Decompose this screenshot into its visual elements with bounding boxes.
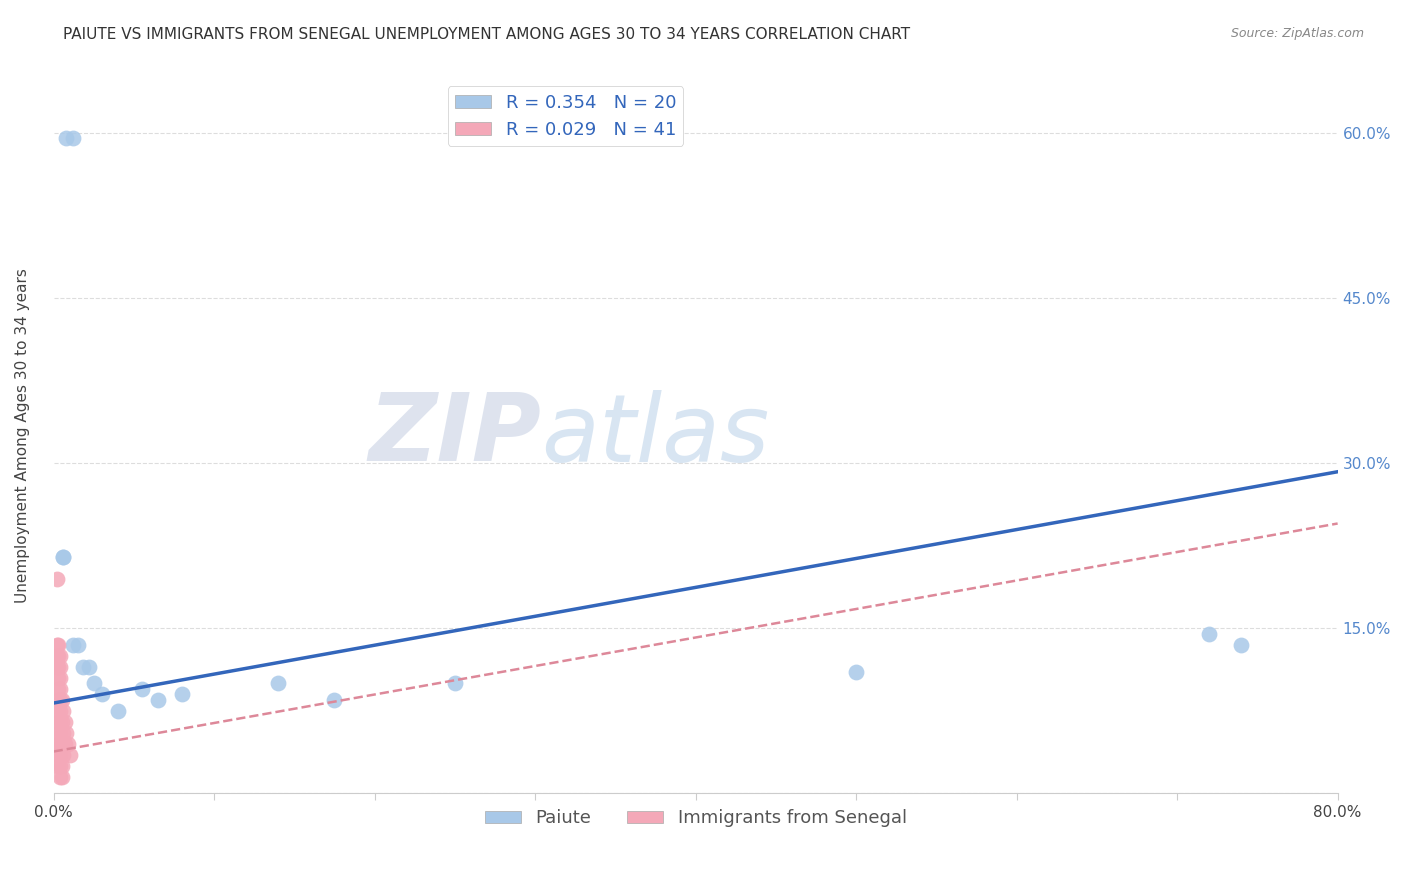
Point <box>131 681 153 696</box>
Point <box>49 648 72 663</box>
Point <box>49 737 72 751</box>
Point <box>49 747 72 762</box>
Point <box>48 681 70 696</box>
Point <box>52 747 75 762</box>
Point <box>66 638 89 652</box>
Point <box>48 725 70 739</box>
Point <box>51 692 73 706</box>
Point <box>49 725 72 739</box>
Point <box>48 659 70 673</box>
Point <box>48 692 70 706</box>
Point <box>83 676 105 690</box>
Point <box>51 714 73 729</box>
Point <box>55 725 77 739</box>
Point <box>53 714 76 729</box>
Point <box>55 131 77 145</box>
Point <box>62 638 84 652</box>
Point <box>107 704 129 718</box>
Point <box>48 704 70 718</box>
Point <box>48 737 70 751</box>
Point <box>146 692 169 706</box>
Point <box>52 549 75 564</box>
Point <box>48 714 70 729</box>
Point <box>48 759 70 773</box>
Point <box>62 131 84 145</box>
Point <box>48 747 70 762</box>
Point <box>49 681 72 696</box>
Text: PAIUTE VS IMMIGRANTS FROM SENEGAL UNEMPLOYMENT AMONG AGES 30 TO 34 YEARS CORRELA: PAIUTE VS IMMIGRANTS FROM SENEGAL UNEMPL… <box>63 27 911 42</box>
Point <box>49 759 72 773</box>
Point <box>51 737 73 751</box>
Point <box>48 638 70 652</box>
Text: ZIP: ZIP <box>368 390 541 482</box>
Point <box>845 665 868 680</box>
Point <box>48 648 70 663</box>
Point <box>45 648 67 663</box>
Point <box>49 770 72 784</box>
Point <box>1230 638 1253 652</box>
Point <box>48 671 70 685</box>
Point <box>51 759 73 773</box>
Point <box>1198 626 1220 640</box>
Point <box>59 747 82 762</box>
Legend: Paiute, Immigrants from Senegal: Paiute, Immigrants from Senegal <box>477 802 914 834</box>
Point <box>49 659 72 673</box>
Point <box>52 549 75 564</box>
Point <box>49 714 72 729</box>
Point <box>49 671 72 685</box>
Point <box>323 692 346 706</box>
Point <box>90 687 112 701</box>
Point <box>49 704 72 718</box>
Point <box>45 638 67 652</box>
Y-axis label: Unemployment Among Ages 30 to 34 years: Unemployment Among Ages 30 to 34 years <box>15 268 30 603</box>
Text: Source: ZipAtlas.com: Source: ZipAtlas.com <box>1230 27 1364 40</box>
Point <box>170 687 193 701</box>
Point <box>444 676 467 690</box>
Point <box>72 659 94 673</box>
Point <box>77 659 100 673</box>
Point <box>45 572 67 586</box>
Point <box>51 770 73 784</box>
Point <box>53 737 76 751</box>
Point <box>267 676 290 690</box>
Point <box>56 737 79 751</box>
Point <box>52 725 75 739</box>
Point <box>52 704 75 718</box>
Point <box>49 692 72 706</box>
Point <box>45 659 67 673</box>
Text: atlas: atlas <box>541 390 770 481</box>
